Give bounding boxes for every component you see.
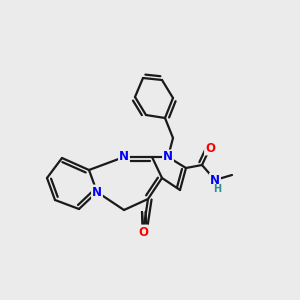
Text: N: N [210,173,220,187]
Text: H: H [213,184,221,194]
Text: O: O [205,142,215,154]
Text: O: O [138,226,148,238]
Text: N: N [92,185,102,199]
Text: N: N [163,151,173,164]
Text: N: N [119,151,129,164]
